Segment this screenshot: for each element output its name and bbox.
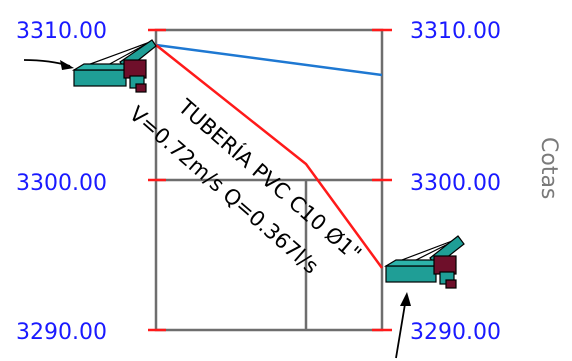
outlet-structure-icon	[383, 235, 465, 289]
elevation-label-left-bottom: 3290.00	[16, 320, 107, 345]
terrain-profile-line	[155, 44, 384, 269]
outlet-arrow-icon	[395, 292, 411, 359]
inlet-arrow-icon	[23, 59, 74, 70]
inlet-structure-icon	[71, 39, 157, 93]
elevation-label-right-middle: 3300.00	[410, 171, 501, 196]
elevation-ticks	[148, 28, 392, 332]
axis-title: Cotas	[536, 137, 561, 199]
elevation-label-left-top: 3310.00	[16, 19, 107, 44]
elevation-label-left-middle: 3300.00	[16, 171, 107, 196]
elevation-label-right-bottom: 3290.00	[410, 320, 501, 345]
elevation-label-right-top: 3310.00	[410, 19, 501, 44]
hydraulic-grade-line	[155, 43, 383, 77]
